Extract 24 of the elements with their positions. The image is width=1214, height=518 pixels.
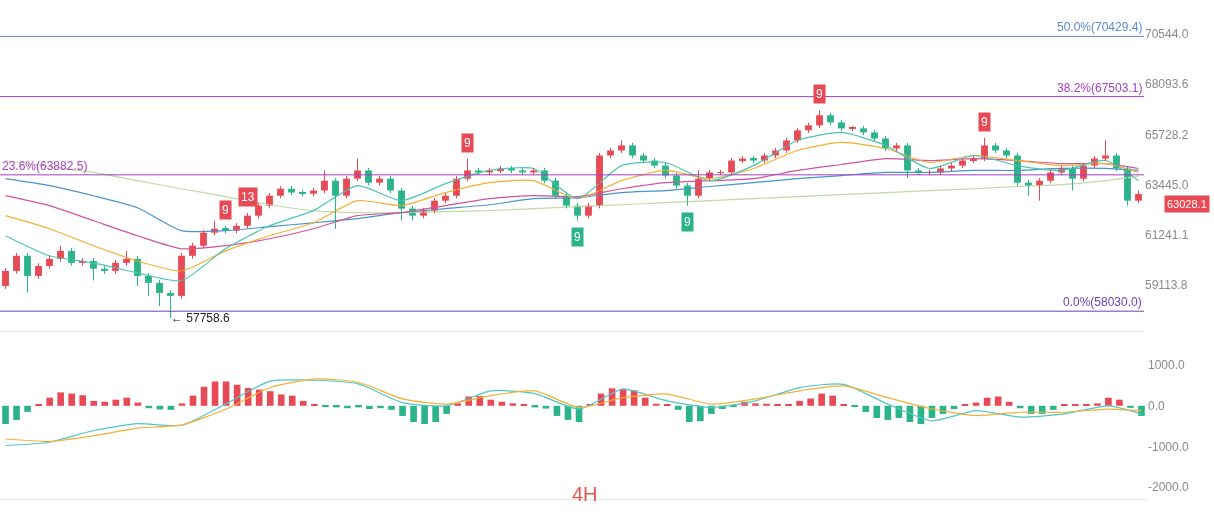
annotation: 9 xyxy=(816,87,823,101)
text: 63028.1 xyxy=(1167,198,1207,210)
annotation: 13 xyxy=(241,190,255,204)
annotation: 9 xyxy=(981,115,988,129)
y-tick-label: 65728.2 xyxy=(1145,127,1189,142)
ref-line-label: 38.2%(67503.1) xyxy=(1057,81,1143,95)
y-tick-label: 61241.1 xyxy=(1145,227,1189,242)
y-tick-label: -2000.0 xyxy=(1148,480,1190,495)
annotation: 9 xyxy=(464,136,471,150)
annotation: 9 xyxy=(222,203,229,217)
annotation: ← 57758.6 xyxy=(171,311,231,325)
ref-line-label: 0.0%(58030.0) xyxy=(1063,295,1142,309)
y-tick-label: 0.0 xyxy=(1148,398,1166,413)
y-tick-label: 70544.0 xyxy=(1145,27,1189,42)
y-tick-label: 1000.0 xyxy=(1148,358,1186,373)
annotation: 4H xyxy=(572,483,598,505)
annotation: 9 xyxy=(574,230,581,244)
y-tick-label: 63445.0 xyxy=(1145,177,1189,192)
annotation: 9 xyxy=(684,215,691,229)
ref-line-label: 23.6%(63882.5) xyxy=(2,159,88,173)
y-tick-label: -1000.0 xyxy=(1148,439,1190,454)
ref-line-label: 50.0%(70429.4) xyxy=(1057,20,1143,34)
y-tick-label: 59113.8 xyxy=(1145,278,1188,293)
y-tick-label: 68093.6 xyxy=(1145,77,1189,92)
